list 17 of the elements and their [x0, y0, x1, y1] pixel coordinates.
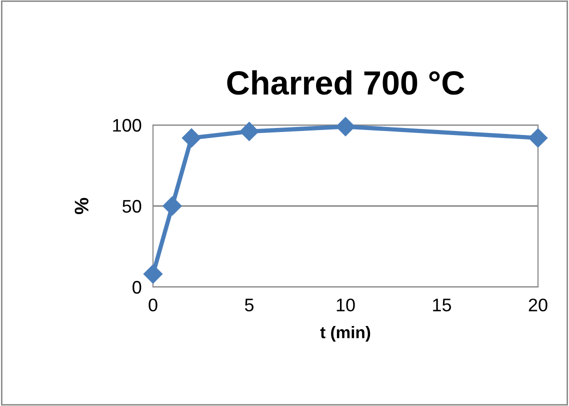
point	[240, 122, 259, 142]
chart-title: Charred 700 °C	[227, 70, 464, 95]
x-tick-label: 0	[148, 298, 158, 312]
point	[162, 196, 182, 216]
x-tick-label: 5	[244, 298, 254, 312]
y-tick-label: 0	[132, 280, 142, 294]
y-axis-title: %	[74, 198, 88, 214]
x-axis-title: t (min)	[320, 326, 370, 342]
point	[528, 128, 548, 148]
point	[143, 264, 163, 284]
point	[182, 128, 202, 148]
point	[336, 117, 356, 136]
x-tick-label: 10	[336, 298, 355, 312]
y-tick-label: 100	[113, 118, 142, 132]
y-tick-label: 50	[122, 200, 142, 213]
x-tick-label: 20	[528, 298, 548, 312]
x-tick-label: 15	[433, 298, 452, 312]
